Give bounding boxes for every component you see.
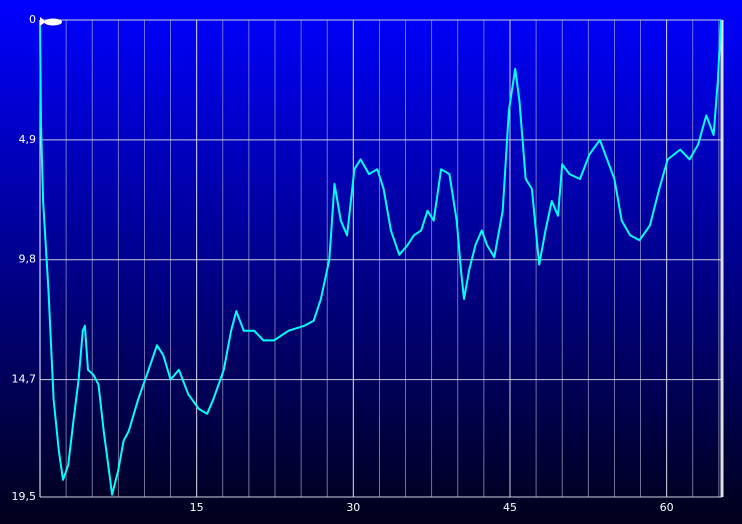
depth-line	[39, 19, 722, 496]
x-tick-label: 60	[660, 501, 674, 514]
y-tick-label: 0	[29, 13, 36, 26]
x-tick-label: 30	[346, 501, 360, 514]
diver-icon	[40, 17, 62, 26]
y-tick-label: 4,9	[19, 133, 37, 146]
y-tick-label: 19,5	[12, 490, 37, 503]
x-tick-label: 45	[503, 501, 517, 514]
y-tick-label: 14,7	[12, 373, 37, 386]
x-tick-label: 15	[190, 501, 204, 514]
y-tick-label: 9,8	[19, 253, 37, 266]
plot	[39, 19, 722, 496]
grid: 15 30 45 60 0 4,9 9,8 14,7 19,5	[12, 13, 724, 514]
